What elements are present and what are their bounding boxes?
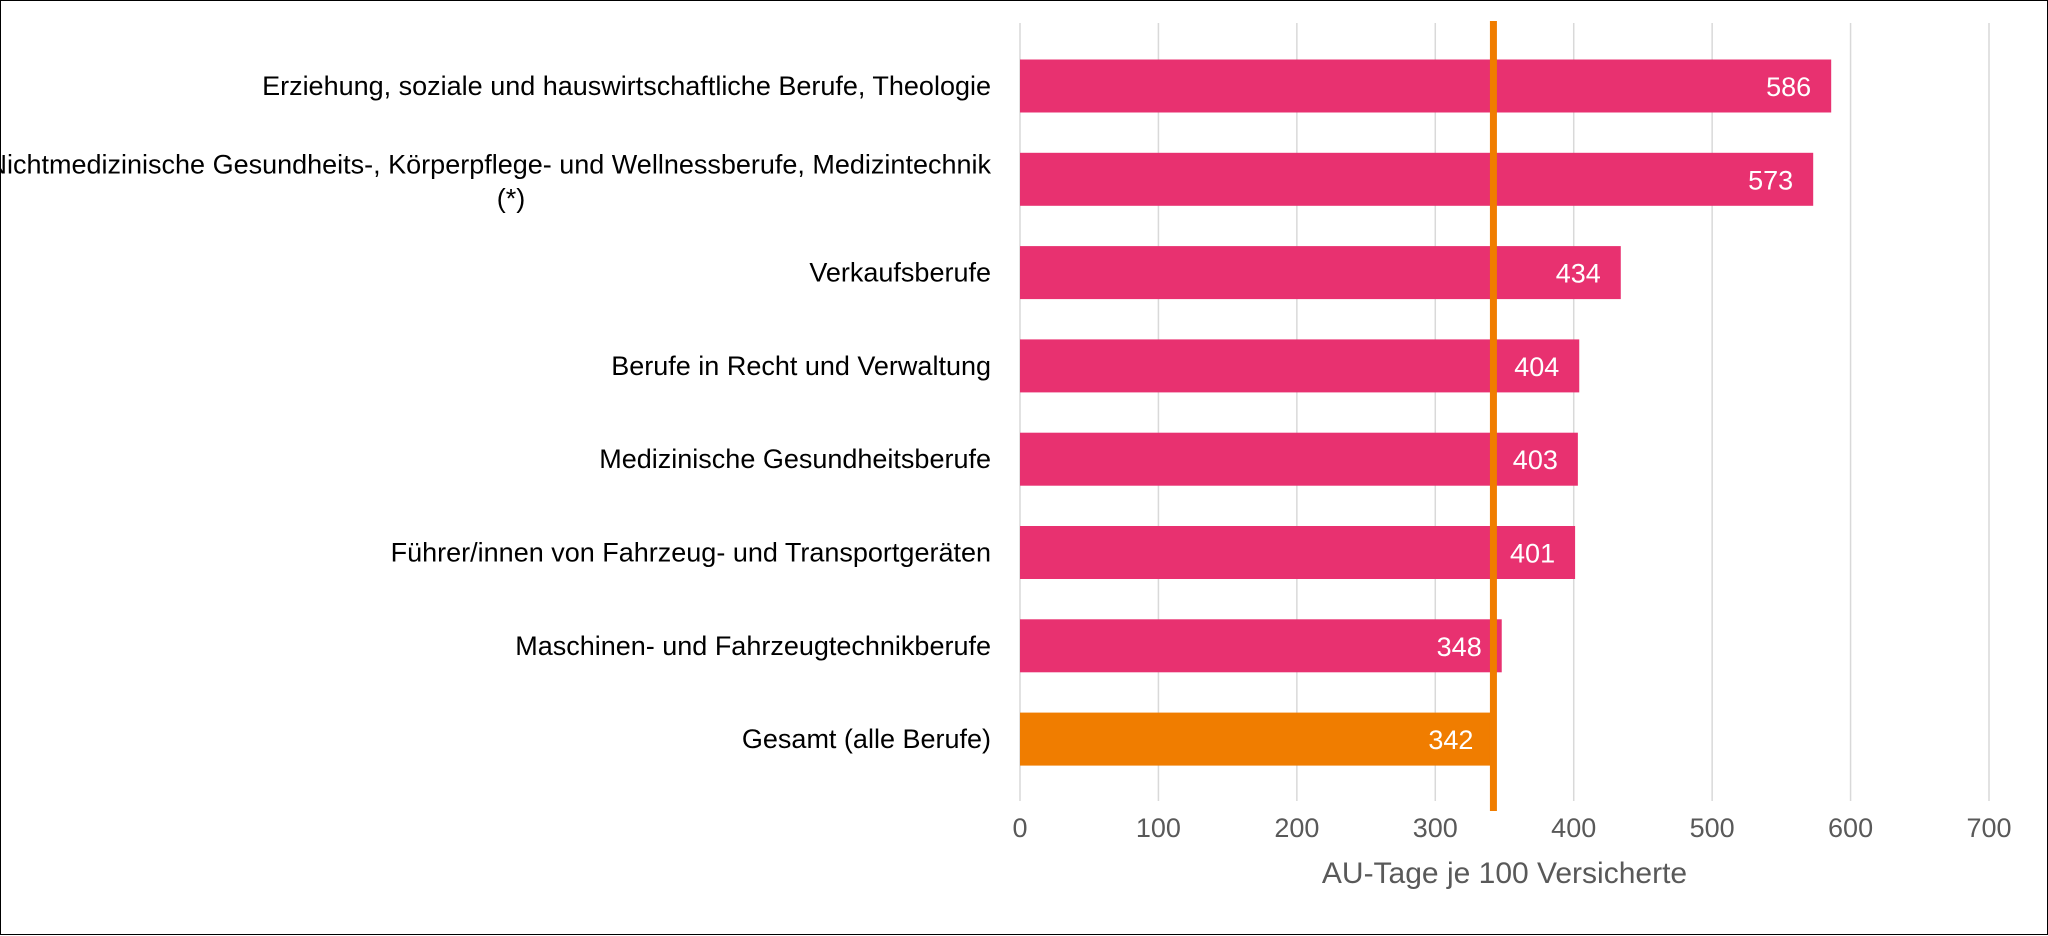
category-label: Nichtmedizinische Gesundheits-, Körperpf… bbox=[1, 149, 991, 213]
category-label: Maschinen- und Fahrzeugtechnikberufe bbox=[515, 631, 991, 661]
x-tick-label: 500 bbox=[1690, 813, 1735, 843]
data-label: 348 bbox=[1437, 632, 1482, 662]
category-label: Gesamt (alle Berufe) bbox=[742, 724, 991, 754]
bar bbox=[1020, 246, 1621, 300]
x-axis-title: AU-Tage je 100 Versicherte bbox=[1322, 857, 1687, 890]
category-labels: 586 Erziehung, soziale und hauswirtschaft… bbox=[1, 71, 1811, 755]
data-label: 434 bbox=[1556, 259, 1601, 289]
category-label-line: Nichtmedizinische Gesundheits-, Körperpf… bbox=[1, 149, 991, 179]
category-label: Medizinische Gesundheitsberufe bbox=[599, 444, 991, 474]
category-label: Verkaufsberufe bbox=[809, 258, 991, 288]
category-label: Erziehung, soziale und hauswirtschaftlic… bbox=[262, 71, 991, 101]
bar bbox=[1020, 432, 1578, 486]
bar-total bbox=[1020, 712, 1494, 766]
category-label: Führer/innen von Fahrzeug- und Transport… bbox=[391, 538, 991, 568]
x-tick-label: 400 bbox=[1551, 813, 1596, 843]
bar bbox=[1020, 619, 1502, 673]
data-label: 586 bbox=[1766, 72, 1811, 102]
x-tick-label: 200 bbox=[1274, 813, 1319, 843]
bar bbox=[1020, 339, 1580, 393]
category-label-line: Erziehung, soziale und hauswirtschaftlic… bbox=[262, 71, 991, 101]
x-tick-label: 100 bbox=[1136, 813, 1181, 843]
category-label-line: Maschinen- und Fahrzeugtechnikberufe bbox=[515, 631, 991, 661]
category-label-line: Berufe in Recht und Verwaltung bbox=[611, 351, 991, 381]
data-label: 573 bbox=[1748, 165, 1793, 195]
category-label-line: (*) bbox=[497, 183, 526, 213]
category-label: Berufe in Recht und Verwaltung bbox=[611, 351, 991, 381]
category-label-line: Führer/innen von Fahrzeug- und Transport… bbox=[391, 538, 991, 568]
data-label: 401 bbox=[1510, 539, 1555, 569]
gridlines bbox=[1019, 23, 1990, 801]
x-axis-ticks: 0 100 200 300 400 500 600 700 bbox=[1012, 813, 2011, 843]
x-tick-label: 300 bbox=[1413, 813, 1458, 843]
x-tick-label: 700 bbox=[1966, 813, 2011, 843]
category-label-line: Medizinische Gesundheitsberufe bbox=[599, 444, 991, 474]
x-tick-label: 0 bbox=[1012, 813, 1027, 843]
bars bbox=[1020, 59, 1832, 766]
x-tick-label: 600 bbox=[1828, 813, 1873, 843]
category-label-line: Verkaufsberufe bbox=[809, 258, 991, 288]
bar bbox=[1020, 59, 1832, 113]
data-label: 342 bbox=[1428, 725, 1473, 755]
data-label: 404 bbox=[1514, 352, 1559, 382]
bar bbox=[1020, 526, 1576, 579]
bar bbox=[1020, 152, 1814, 206]
category-label-line: Gesamt (alle Berufe) bbox=[742, 724, 991, 754]
data-label: 403 bbox=[1513, 445, 1558, 475]
